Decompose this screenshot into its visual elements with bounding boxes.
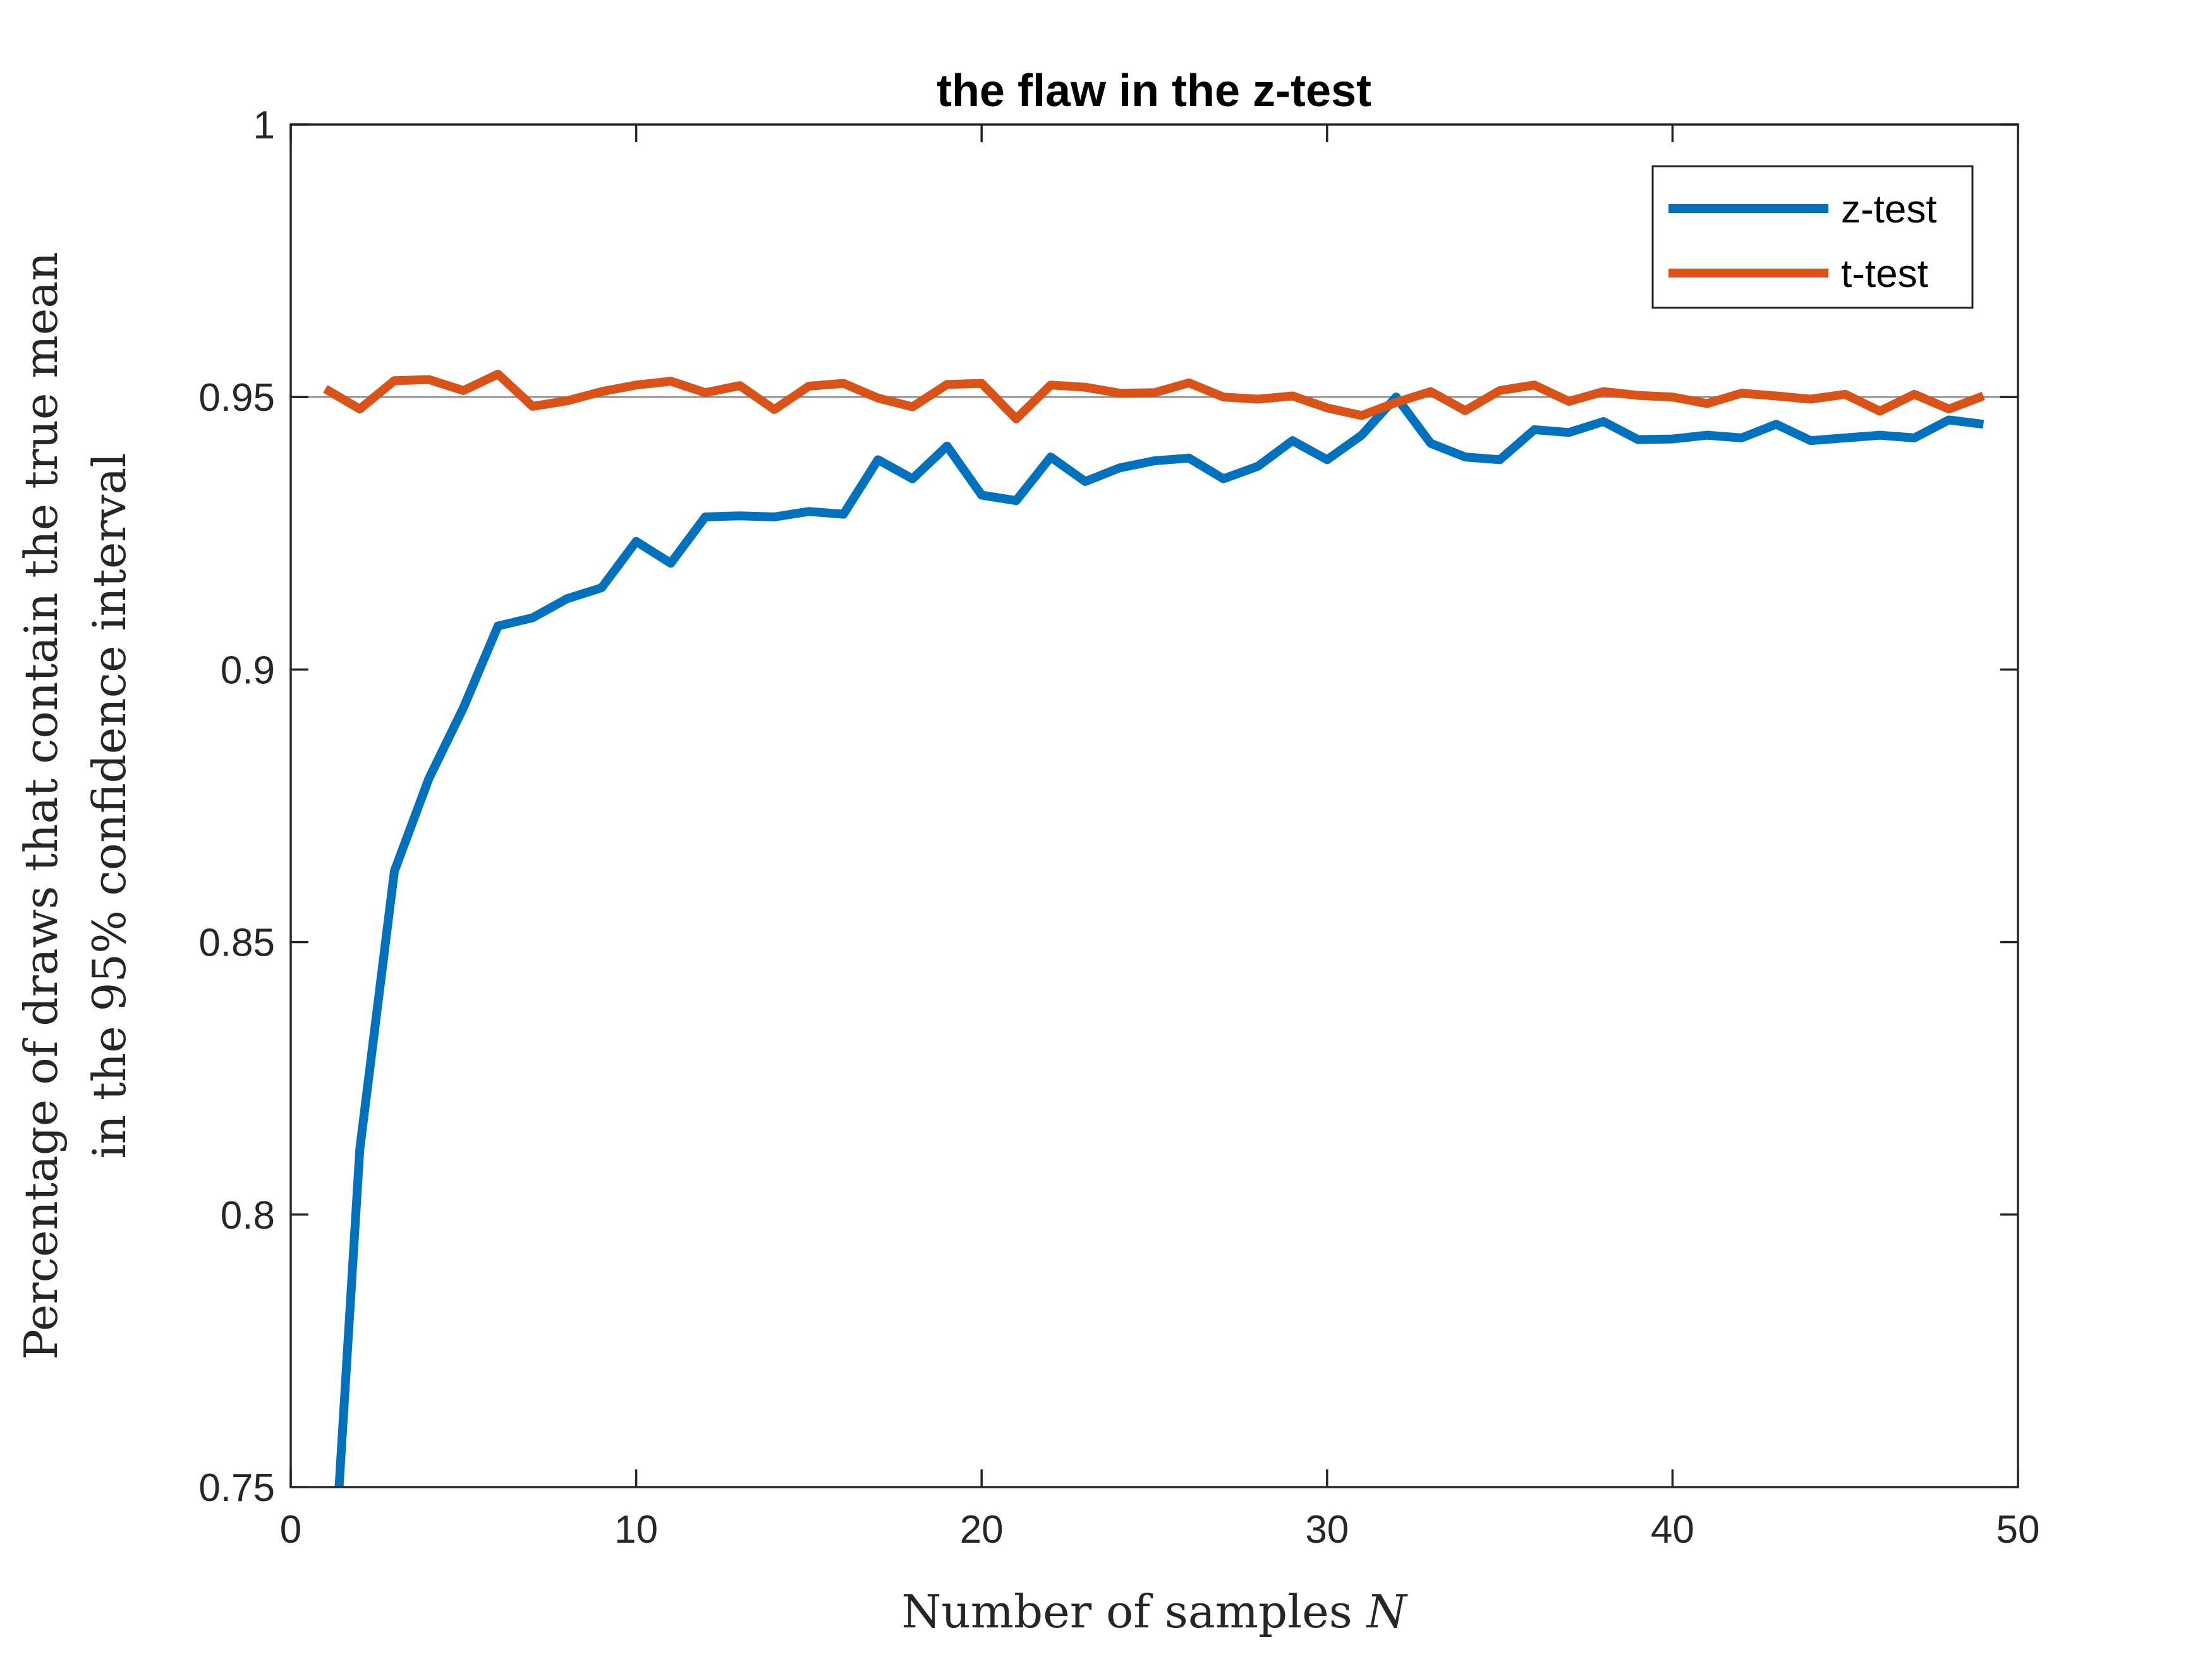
series-layer — [323, 370, 1985, 1488]
legend-box — [1651, 165, 1974, 309]
x-axis-label-variable: N — [1366, 1585, 1409, 1638]
x-tick-label: 50 — [1996, 1508, 2040, 1552]
y-axis-ticks: 0.75 0.8 0.85 0.9 0.95 1 — [198, 104, 2018, 1510]
legend-label-z-test: z-test — [1841, 188, 1937, 231]
plot-area — [291, 125, 2018, 1487]
legend-label-t-test: t-test — [1841, 252, 1928, 296]
x-tick-label: 10 — [614, 1508, 658, 1552]
chart-title: the flaw in the z-test — [937, 66, 1371, 116]
y-axis-label-line-2: in the 95% confidence interval — [83, 453, 136, 1159]
x-axis-ticks: 0 10 20 30 40 50 — [280, 125, 2040, 1552]
y-tick-label: 0.75 — [198, 1466, 275, 1510]
x-tick-label: 0 — [280, 1508, 301, 1552]
series-line-z-test — [334, 392, 1984, 1488]
y-tick-label: 0.95 — [198, 376, 275, 420]
x-tick-label: 30 — [1305, 1508, 1349, 1552]
x-axis-label-text: Number of samples — [901, 1585, 1366, 1638]
y-tick-label: 1 — [253, 104, 275, 147]
x-tick-label: 20 — [960, 1508, 1004, 1552]
x-axis-label: Number of samples N — [901, 1585, 1408, 1638]
y-axis-label-line-1: Percentage of draws that contain the tru… — [15, 252, 68, 1359]
legend: z-test t-test — [1651, 165, 1974, 309]
y-tick-label: 0.8 — [221, 1194, 275, 1237]
x-tick-label: 40 — [1651, 1508, 1694, 1552]
plot-frame — [289, 123, 2019, 1488]
series-line-t-test — [323, 370, 1985, 423]
y-tick-label: 0.85 — [198, 921, 275, 965]
y-tick-label: 0.9 — [221, 648, 275, 692]
